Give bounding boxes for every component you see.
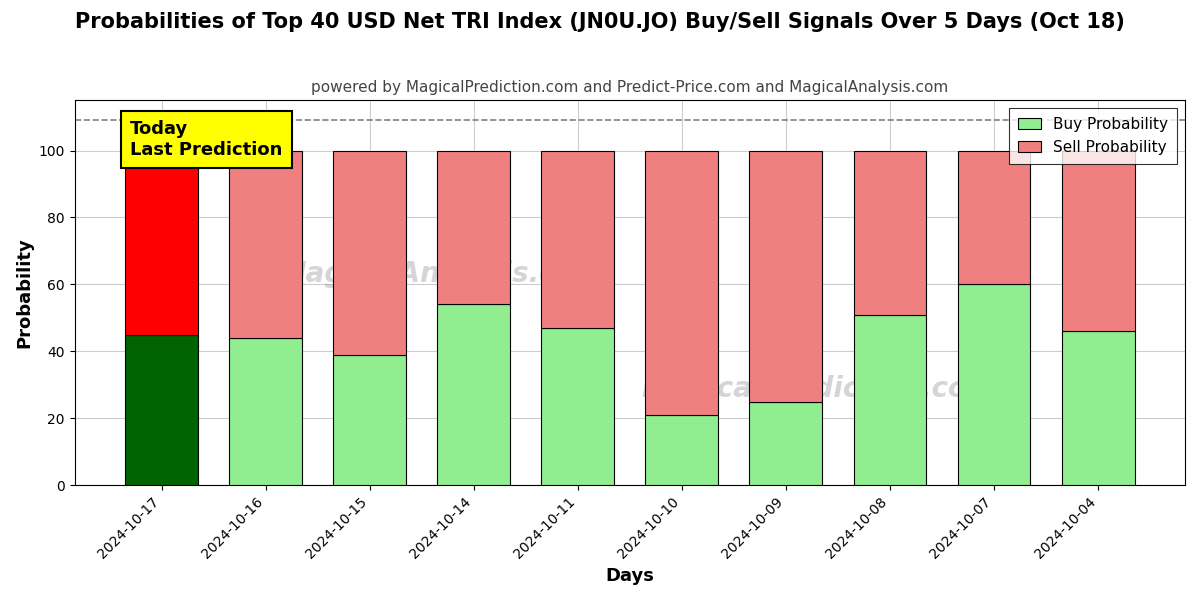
X-axis label: Days: Days — [605, 567, 654, 585]
Bar — [125, 151, 198, 335]
Text: MagicalPrediction.com: MagicalPrediction.com — [641, 375, 996, 403]
Bar — [750, 401, 822, 485]
Bar — [1062, 331, 1134, 485]
Bar — [229, 151, 302, 338]
Bar — [334, 355, 406, 485]
Bar — [437, 151, 510, 304]
Bar — [958, 151, 1031, 284]
Text: Probabilities of Top 40 USD Net TRI Index (JN0U.JO) Buy/Sell Signals Over 5 Days: Probabilities of Top 40 USD Net TRI Inde… — [76, 12, 1124, 32]
Text: MagicalAnalysis.com: MagicalAnalysis.com — [278, 260, 604, 287]
Bar — [541, 151, 614, 328]
Bar — [1062, 151, 1134, 331]
Bar — [853, 151, 926, 314]
Bar — [334, 151, 406, 355]
Bar — [541, 328, 614, 485]
Bar — [750, 151, 822, 401]
Legend: Buy Probability, Sell Probability: Buy Probability, Sell Probability — [1009, 108, 1177, 164]
Bar — [125, 335, 198, 485]
Bar — [646, 415, 719, 485]
Bar — [958, 284, 1031, 485]
Bar — [646, 151, 719, 415]
Text: Today
Last Prediction: Today Last Prediction — [131, 121, 283, 159]
Y-axis label: Probability: Probability — [16, 238, 34, 348]
Title: powered by MagicalPrediction.com and Predict-Price.com and MagicalAnalysis.com: powered by MagicalPrediction.com and Pre… — [311, 80, 948, 95]
Bar — [853, 314, 926, 485]
Bar — [437, 304, 510, 485]
Bar — [229, 338, 302, 485]
